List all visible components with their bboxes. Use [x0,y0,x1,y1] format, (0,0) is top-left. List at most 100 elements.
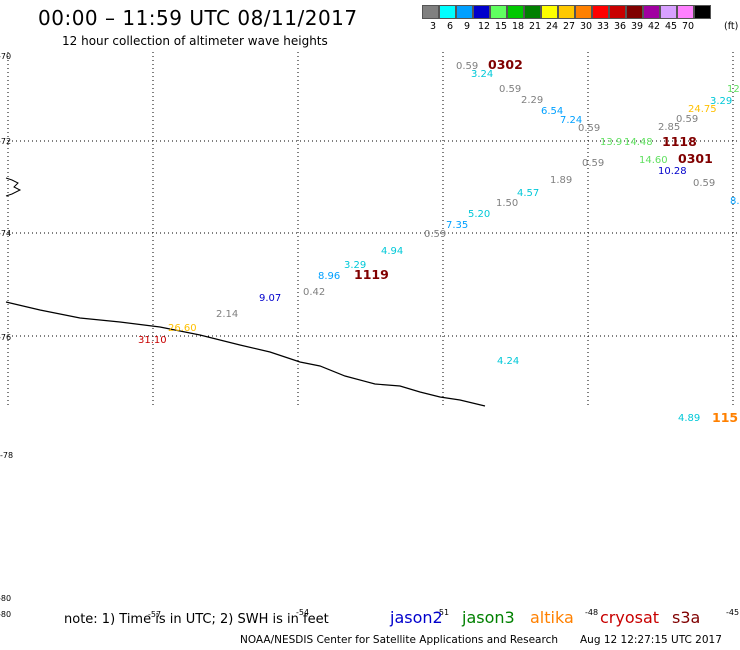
lat-label: -76 [0,333,11,342]
map-title: 00:00 – 11:59 UTC 08/11/2017 [38,6,358,30]
wave-height-value: 10.28 [658,166,687,177]
wave-height-value: 24.75 [688,104,717,115]
wave-height-value: 6.54 [541,106,563,117]
map-subtitle: 12 hour collection of altimeter wave hei… [62,34,328,48]
lat-label: -80 [0,610,11,619]
scale-swatch [694,5,711,19]
color-scale-labels: 3 6 9 12 15 18 21 24 27 30 33 36 39 42 45 70 (ft) [422,21,740,33]
scale-swatch [609,5,626,19]
legend-altika: altika [530,608,574,627]
legend-s3a: s3a [672,608,701,627]
scale-label: 21 [529,21,542,32]
scale-unit: (ft) [724,21,739,32]
wave-height-value: 7.24 [560,115,582,126]
scale-label: 3 [430,21,437,32]
scale-swatch [507,5,524,19]
scale-label: 42 [648,21,661,32]
scale-label: 27 [563,21,576,32]
wave-height-value: 4.57 [517,188,539,199]
lon-label: -48 [585,608,598,617]
wave-height-value: 14.60 [639,155,668,166]
pass-time-label: 1119 [354,267,389,282]
scale-label: 70 [682,21,695,32]
scale-label: 24 [546,21,559,32]
scale-swatch [592,5,609,19]
scale-swatch [422,5,439,19]
generated-time: Aug 12 12:27:15 UTC 2017 [580,634,722,646]
scale-label: 15 [495,21,508,32]
lat-label: -74 [0,229,11,238]
lat-label: -70 [0,52,11,61]
lon-label: -54 [296,608,309,617]
credit-text: NOAA/NESDIS Center for Satellite Applica… [240,634,558,646]
longitude-labels: -57 -54 -51 -48 -45 [148,608,739,619]
scale-label: 9 [464,21,471,32]
wave-height-value: 2.85 [658,122,680,133]
wave-height-value: 0.59 [424,229,446,240]
scale-swatch [558,5,575,19]
wave-height-value: 4.24 [497,356,519,367]
wave-height-value: 26.60 [168,323,197,334]
wave-height-value: 4.94 [381,246,403,257]
lat-label: -80 [0,594,11,603]
scale-label: 18 [512,21,525,32]
color-scale [422,5,711,21]
wave-height-value: 0.59 [693,178,715,189]
coastline [5,301,486,407]
coastline-fragment [5,177,22,197]
wave-height-value: 13.9 [600,137,622,148]
scale-label: 39 [631,21,644,32]
wave-height-value: 4.89 [678,413,700,424]
lon-label: -57 [148,610,161,619]
wave-height-value: 3.29 [710,96,732,107]
scale-swatch [660,5,677,19]
lat-label: -72 [0,137,11,146]
scale-swatch [677,5,694,19]
wave-height-value: 0.59 [499,84,521,95]
wave-height-value: 0.59 [676,114,698,125]
legend-jason2: jason2 [390,608,443,627]
scale-swatch [439,5,456,19]
wave-height-value: 2.29 [521,95,543,106]
pass-time-label: 0302 [488,57,523,72]
wave-height-value: 1.89 [550,175,572,186]
scale-swatch [490,5,507,19]
scale-swatch [541,5,558,19]
scale-label: 33 [597,21,610,32]
wave-height-value: 8. [730,196,740,207]
wave-height-value: 3.24 [471,69,493,80]
scale-swatch [524,5,541,19]
scale-swatch [643,5,660,19]
scale-swatch [473,5,490,19]
latitude-labels: -70 -72 -74 -76 -78 -80 -80 [0,52,13,619]
wave-height-value: 0.59 [578,123,600,134]
wave-height-value: 0.42 [303,287,325,298]
scale-label: 36 [614,21,627,32]
pass-time-label: 0301 [678,151,713,166]
wave-height-value: 8.96 [318,271,340,282]
scale-label: 30 [580,21,593,32]
scale-label: 6 [447,21,454,32]
wave-height-value: 3.29 [344,260,366,271]
wave-height-value: 1.50 [496,198,518,209]
lon-label: -51 [436,608,449,617]
graticule [7,52,740,405]
note-text: note: 1) Time is in UTC; 2) SWH is in fe… [64,612,329,627]
wave-height-value: 9.07 [259,293,281,304]
wave-height-value: 7.35 [446,220,468,231]
scale-label: 45 [665,21,678,32]
pass-time-label: 115 [712,410,738,425]
lat-label: -78 [0,451,13,460]
legend-jason3: jason3 [462,608,515,627]
wave-height-value: 0.59 [582,158,604,169]
wave-height-value: 14.48 [624,137,653,148]
wave-height-value: 12 [727,84,740,95]
wave-height-value: 2.14 [216,309,238,320]
wave-height-value: 5.20 [468,209,490,220]
scale-label: 12 [478,21,491,32]
scale-swatch [626,5,643,19]
wave-height-value: 31.10 [138,335,167,346]
wave-height-value: 0.59 [456,61,478,72]
lon-label: -45 [726,608,739,617]
